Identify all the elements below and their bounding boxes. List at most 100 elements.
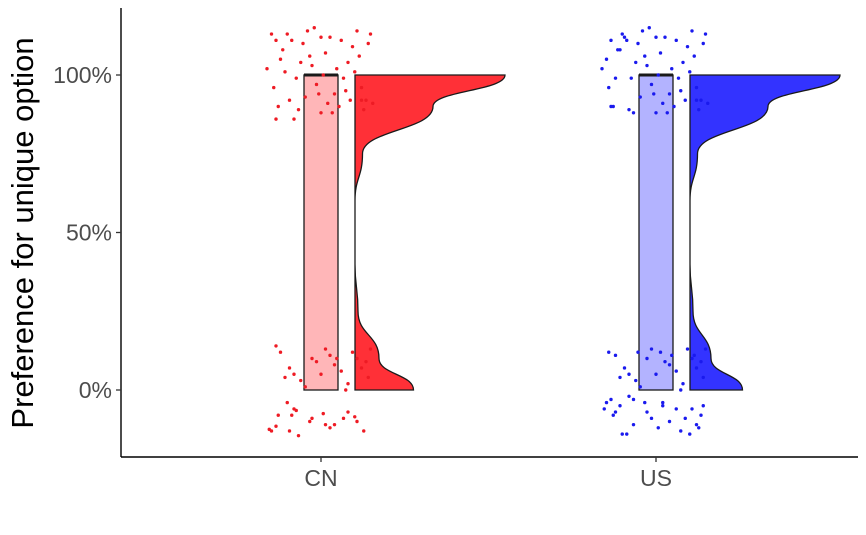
- data-point-us: [688, 70, 692, 74]
- data-point-us: [674, 407, 678, 411]
- data-point-cn: [332, 92, 337, 96]
- data-point-us: [625, 432, 629, 436]
- data-point-cn: [332, 363, 337, 367]
- data-point-cn: [332, 422, 337, 427]
- data-point-cn: [323, 51, 328, 55]
- data-point-cn: [305, 29, 310, 33]
- data-point-cn: [335, 356, 339, 361]
- data-point-us: [690, 407, 694, 411]
- data-point-us: [672, 104, 676, 109]
- data-point-cn: [283, 70, 287, 74]
- data-point-us: [679, 388, 683, 392]
- data-point-cn: [278, 57, 283, 61]
- data-point-us: [631, 397, 636, 402]
- data-point-cn: [330, 111, 334, 115]
- data-point-us: [670, 67, 674, 71]
- data-point-us: [694, 98, 699, 102]
- data-point-cn: [366, 375, 370, 380]
- data-point-us: [616, 48, 620, 52]
- data-point-us: [613, 410, 618, 414]
- data-point-us: [699, 98, 703, 102]
- data-point-cn: [317, 92, 321, 96]
- data-point-us: [683, 416, 687, 421]
- data-point-us: [679, 89, 683, 93]
- data-point-us: [627, 394, 631, 398]
- data-point-us: [681, 382, 685, 386]
- data-point-us: [699, 413, 703, 417]
- data-point-us: [638, 385, 642, 389]
- data-point-us: [600, 67, 604, 71]
- data-point-us: [609, 104, 613, 109]
- data-point-us: [679, 429, 683, 433]
- data-point-us: [690, 29, 694, 33]
- data-point-us: [638, 95, 642, 99]
- data-point-us: [701, 375, 705, 380]
- data-point-cn: [337, 104, 341, 109]
- data-point-us: [701, 41, 705, 46]
- data-point-us: [636, 350, 640, 354]
- data-point-us: [602, 407, 606, 411]
- data-point-cn: [319, 111, 323, 115]
- data-point-us: [647, 26, 651, 30]
- data-point-us: [658, 350, 663, 354]
- data-point-cn: [308, 54, 312, 58]
- data-point-us: [643, 400, 647, 405]
- data-point-us: [694, 422, 699, 427]
- data-point-cn: [287, 366, 292, 370]
- data-point-cn: [341, 416, 346, 421]
- data-point-cn: [350, 44, 355, 49]
- density-clouds: [354, 74, 841, 391]
- data-point-cn: [362, 429, 366, 433]
- density-cloud-us: [689, 74, 841, 391]
- data-point-us: [699, 359, 703, 364]
- data-point-us: [622, 366, 627, 370]
- data-point-us: [622, 35, 627, 39]
- data-point-cn: [355, 419, 359, 424]
- data-point-cn: [310, 63, 314, 68]
- data-point-us: [611, 413, 615, 417]
- data-point-us: [692, 353, 696, 358]
- data-point-us: [694, 85, 699, 90]
- data-point-us: [631, 111, 636, 115]
- data-point-cn: [296, 107, 301, 112]
- data-point-cn: [348, 98, 352, 102]
- data-point-cn: [364, 98, 368, 102]
- data-point-cn: [285, 32, 289, 36]
- data-point-cn: [344, 89, 348, 93]
- data-point-cn: [359, 85, 364, 90]
- data-point-cn: [339, 38, 343, 43]
- data-point-us: [613, 76, 618, 80]
- data-point-cn: [321, 411, 325, 416]
- data-point-cn: [314, 82, 319, 87]
- data-point-cn: [272, 85, 276, 90]
- data-point-cn: [285, 400, 289, 405]
- data-point-us: [661, 400, 665, 405]
- data-point-us: [692, 54, 696, 58]
- data-point-cn: [303, 385, 307, 389]
- data-point-us: [683, 98, 687, 102]
- data-point-us: [656, 426, 660, 430]
- data-point-us: [674, 369, 678, 373]
- data-point-us: [685, 44, 690, 49]
- data-point-us: [649, 347, 654, 351]
- data-point-us: [656, 73, 660, 77]
- data-point-cn: [314, 359, 319, 364]
- data-point-us: [685, 347, 690, 351]
- data-point-cn: [287, 429, 292, 433]
- data-point-cn: [274, 117, 278, 121]
- data-point-cn: [323, 422, 328, 427]
- data-point-us: [645, 410, 649, 414]
- data-point-us: [618, 404, 622, 408]
- data-point-cn: [319, 372, 323, 376]
- data-point-us: [681, 60, 685, 65]
- boxplot-us: [638, 74, 674, 391]
- data-point-cn: [296, 433, 301, 438]
- data-point-us: [652, 92, 656, 96]
- data-point-cn: [294, 76, 298, 80]
- data-point-cn: [274, 424, 278, 428]
- data-point-us: [670, 353, 674, 358]
- data-point-cn: [278, 350, 283, 354]
- data-point-us: [663, 359, 667, 364]
- data-point-us: [667, 92, 672, 96]
